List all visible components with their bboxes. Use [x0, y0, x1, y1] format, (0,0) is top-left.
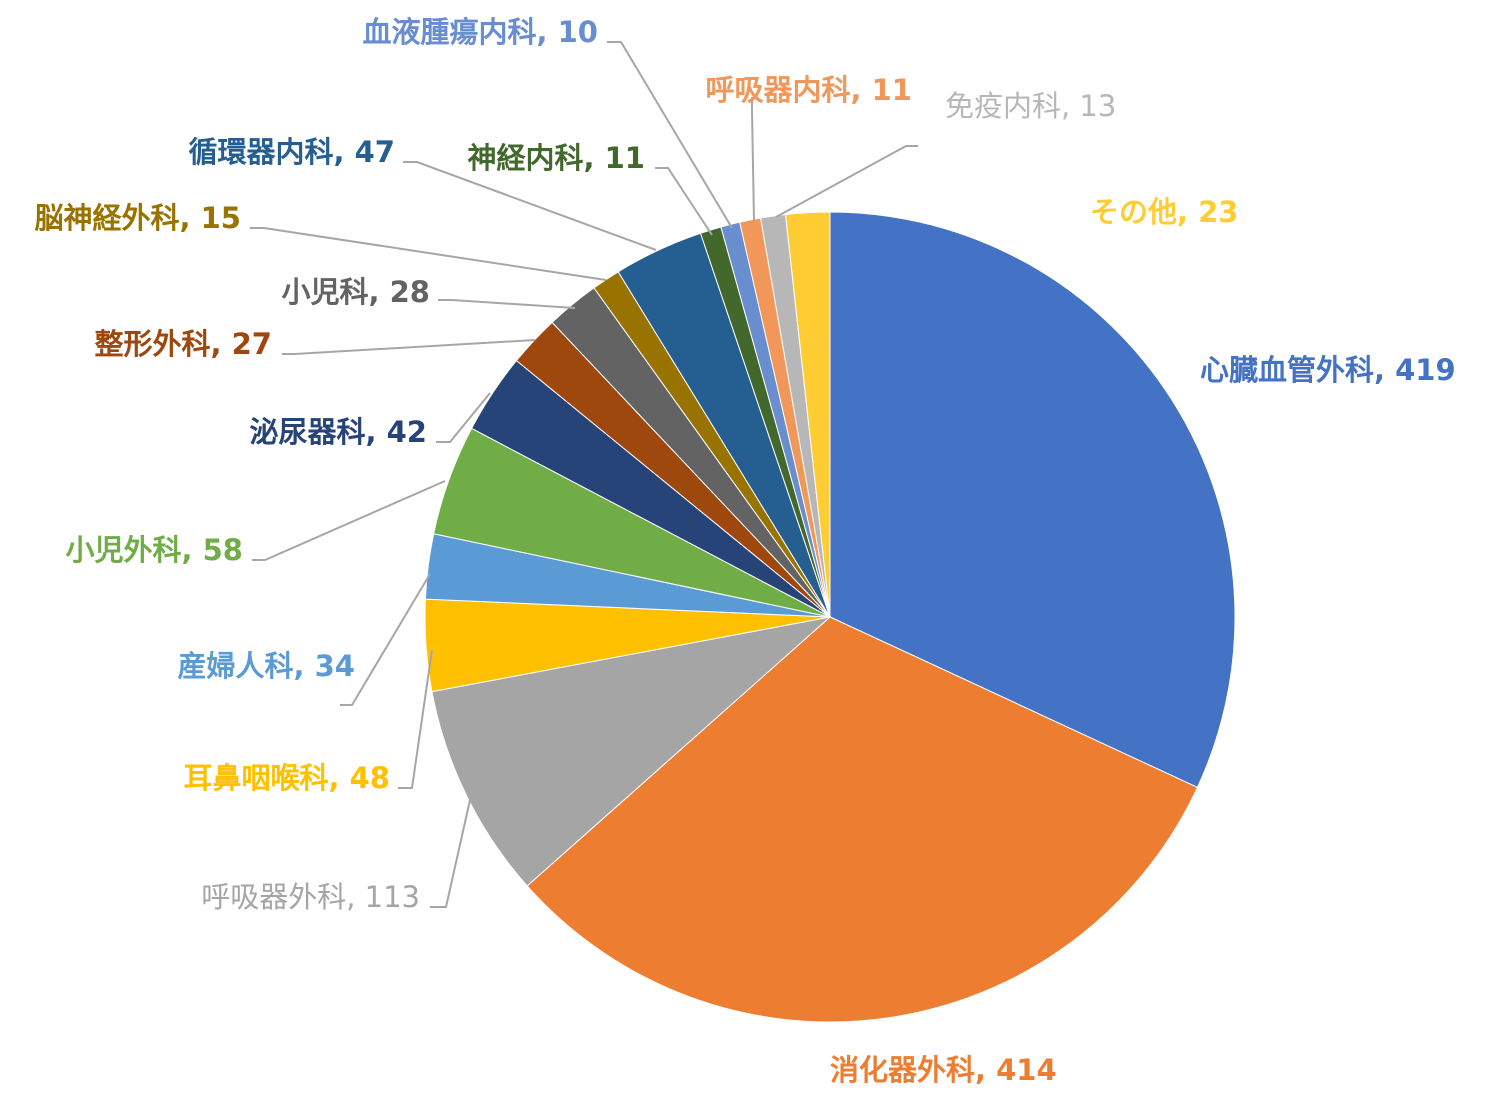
- data-label: 循環器内科, 47: [189, 135, 395, 169]
- leader-line: [250, 227, 607, 281]
- leader-line: [607, 41, 733, 229]
- leader-lines: [250, 41, 918, 908]
- data-label: 心臓血管外科, 419: [1200, 353, 1456, 387]
- data-label: 脳神経外科, 15: [35, 201, 241, 235]
- data-label: 産婦人科, 34: [178, 649, 355, 683]
- leader-line: [775, 145, 918, 218]
- data-label: 呼吸器外科, 113: [201, 880, 420, 914]
- data-label: 小児科, 28: [282, 275, 430, 309]
- leader-line: [436, 392, 491, 443]
- data-label: 神経内科, 11: [468, 141, 645, 175]
- data-labels: 心臓血管外科, 419 消化器外科, 414 呼吸器外科, 113 耳鼻咽喉科, 48…: [35, 15, 1456, 1087]
- pie-slices: [424, 211, 1236, 1023]
- data-label: 呼吸器内科, 11: [706, 73, 912, 107]
- data-label: 耳鼻咽喉科, 48: [184, 761, 390, 795]
- leader-line: [751, 97, 755, 221]
- leader-line: [340, 573, 431, 706]
- data-label: 小児外科, 58: [66, 533, 243, 567]
- pie-slice: [784, 211, 831, 618]
- leader-line: [403, 161, 657, 251]
- data-label: 整形外科, 27: [95, 327, 272, 361]
- data-label: 泌尿器科, 42: [250, 415, 427, 449]
- leader-line: [252, 480, 446, 561]
- leader-line: [282, 339, 536, 355]
- pie-slice: [829, 211, 1236, 789]
- leader-line: [438, 299, 576, 309]
- data-label: 消化器外科, 414: [830, 1053, 1057, 1087]
- data-label: その他, 23: [1090, 195, 1238, 229]
- leader-line: [430, 799, 471, 908]
- data-label: 免疫内科, 13: [945, 89, 1116, 123]
- leader-line: [398, 649, 433, 789]
- leader-line: [655, 167, 713, 236]
- pie-slice: [526, 616, 1199, 1023]
- data-label: 血液腫瘍内科, 10: [363, 15, 598, 49]
- pie-slice: [431, 616, 832, 887]
